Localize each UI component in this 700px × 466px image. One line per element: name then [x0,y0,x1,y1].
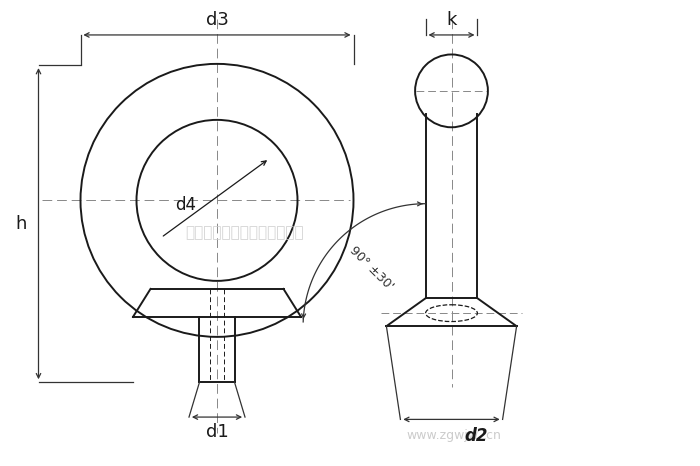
Text: d4: d4 [175,196,196,214]
Text: .cn: .cn [483,429,502,442]
Text: 90° ±30': 90° ±30' [346,243,395,293]
Text: www.zgwjw: www.zgwjw [406,429,478,442]
Text: 深圳市龙红紧固实业有限公司: 深圳市龙红紧固实业有限公司 [186,226,304,240]
Text: d1: d1 [206,423,228,441]
Text: k: k [447,11,456,29]
Text: h: h [15,215,27,233]
Text: d2: d2 [464,427,488,445]
Text: d3: d3 [206,11,228,29]
